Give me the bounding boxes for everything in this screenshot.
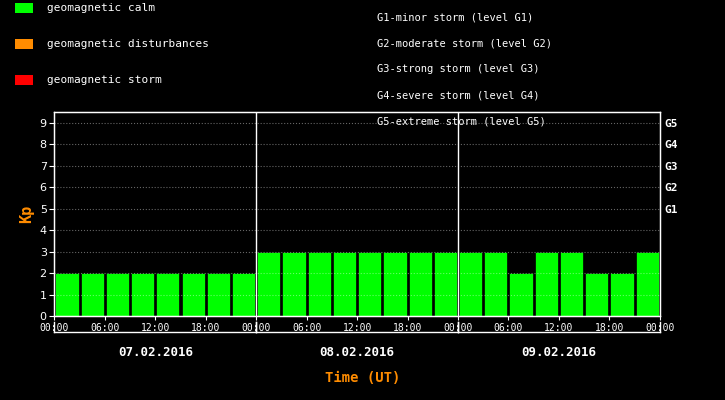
Text: geomagnetic disturbances: geomagnetic disturbances (47, 39, 209, 49)
Bar (636, 252, 659, 316)
Bar (534, 252, 558, 316)
Y-axis label: Kp: Kp (19, 205, 34, 223)
Bar (610, 273, 634, 316)
Bar (283, 252, 306, 316)
Bar (55, 273, 78, 316)
Bar (257, 252, 281, 316)
Bar (207, 273, 230, 316)
Bar (232, 273, 255, 316)
Text: Time (UT): Time (UT) (325, 371, 400, 385)
Bar (408, 252, 431, 316)
Text: geomagnetic calm: geomagnetic calm (47, 3, 155, 13)
Text: geomagnetic storm: geomagnetic storm (47, 75, 162, 85)
Bar (358, 252, 381, 316)
Text: 09.02.2016: 09.02.2016 (521, 346, 597, 358)
Bar (80, 273, 104, 316)
Bar (484, 252, 507, 316)
Bar (131, 273, 154, 316)
Text: G5-extreme storm (level G5): G5-extreme storm (level G5) (377, 116, 546, 126)
Text: 07.02.2016: 07.02.2016 (117, 346, 193, 358)
Bar (181, 273, 204, 316)
Bar (510, 273, 533, 316)
Bar (333, 252, 356, 316)
Text: G2-moderate storm (level G2): G2-moderate storm (level G2) (377, 38, 552, 48)
Text: G3-strong storm (level G3): G3-strong storm (level G3) (377, 64, 539, 74)
Text: G4-severe storm (level G4): G4-severe storm (level G4) (377, 90, 539, 100)
Bar (585, 273, 608, 316)
Bar (307, 252, 331, 316)
Bar (157, 273, 180, 316)
Bar (434, 252, 457, 316)
Bar (560, 252, 583, 316)
Text: G1-minor storm (level G1): G1-minor storm (level G1) (377, 12, 534, 22)
Text: 08.02.2016: 08.02.2016 (320, 346, 394, 358)
Bar (459, 252, 482, 316)
Bar (384, 252, 407, 316)
Bar (106, 273, 129, 316)
